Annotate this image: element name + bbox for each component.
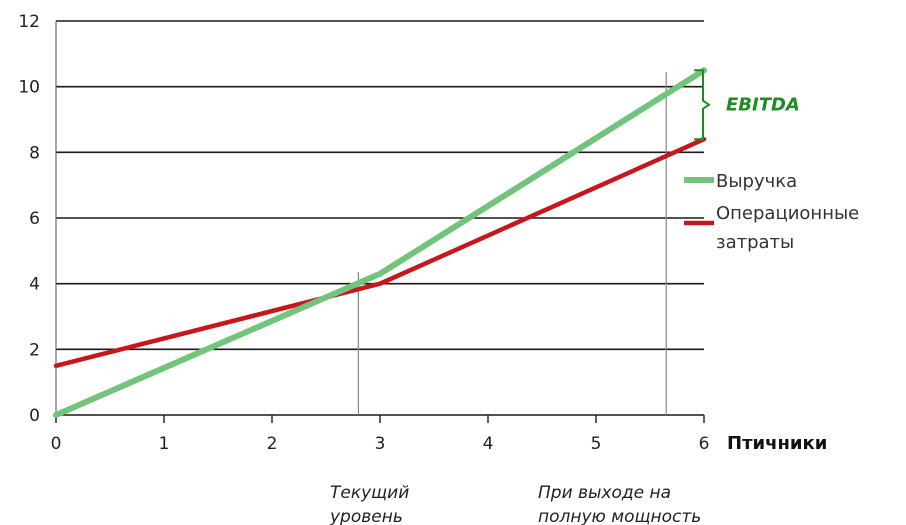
x-tick-label: 4 — [483, 434, 494, 454]
legend-label-revenue: Выручка — [716, 171, 797, 192]
y-tick-label: 0 — [29, 406, 40, 426]
x-tick-label: 1 — [159, 434, 170, 454]
x-axis-label: Птичники — [727, 433, 827, 454]
ebitda-bracket-path — [694, 69, 711, 141]
x-tick-label: 3 — [375, 434, 386, 454]
y-tick-label: 10 — [18, 78, 40, 98]
marker-label-1: Текущий — [330, 483, 409, 503]
legend-label-opex: затраты — [716, 232, 794, 253]
y-tick-label: 4 — [29, 275, 40, 295]
ebitda-bracket: EBITDA — [694, 69, 800, 141]
marker-label-1: уровень — [329, 507, 403, 525]
legend-label-opex: Операционные — [716, 203, 859, 224]
y-tick-label: 8 — [29, 143, 40, 163]
y-tick-label: 12 — [18, 12, 40, 32]
x-tick-label: 6 — [699, 434, 710, 454]
marker-lines — [357, 72, 667, 415]
grid-lines — [55, 20, 705, 423]
series-line-2 — [53, 136, 707, 369]
marker-label-2: При выходе на — [538, 483, 671, 503]
annotations: Текущий уровень При выходе на полную мощнос… — [329, 483, 701, 525]
series-line-1 — [53, 67, 707, 418]
legend: Выручка Операционные затраты — [684, 171, 859, 253]
series-lines — [53, 67, 707, 418]
x-tick-label: 0 — [51, 434, 62, 454]
x-tick-label: 5 — [591, 434, 602, 454]
ebitda-label: EBITDA — [726, 95, 800, 116]
x-tick-label: 2 — [267, 434, 278, 454]
marker-label-2: полную мощность — [538, 507, 701, 525]
y-tick-label: 2 — [29, 340, 40, 360]
y-tick-label: 6 — [29, 209, 40, 229]
